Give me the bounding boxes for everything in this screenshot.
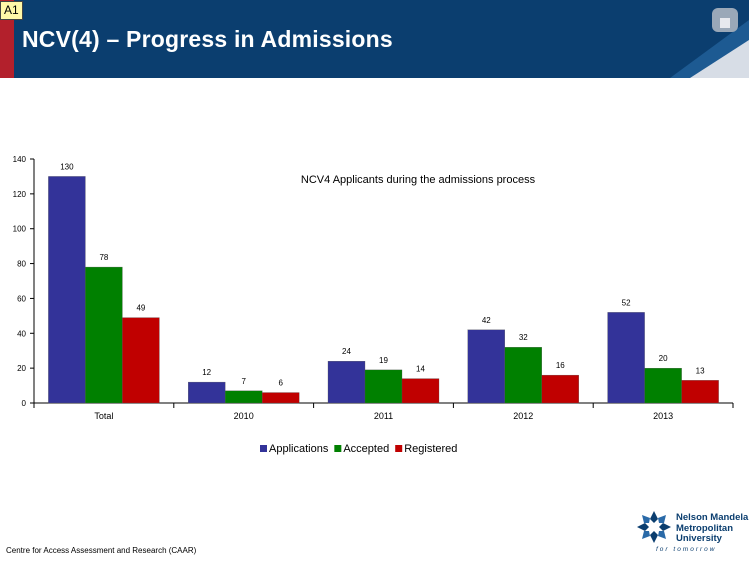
chart-title: NCV4 Applicants during the admissions pr… (301, 174, 536, 186)
data-label: 130 (60, 162, 74, 171)
university-logo: Nelson Mandela Metropolitan University f… (636, 508, 749, 558)
bar (85, 266, 123, 404)
bar (327, 361, 366, 404)
x-axis: Total 2010 2011 2012 2013 (33, 402, 734, 421)
slide-tag: A1 (0, 1, 23, 20)
bar (504, 347, 542, 404)
legend: Applications Accepted Registered (260, 443, 457, 455)
bar (644, 367, 682, 404)
bar (681, 380, 719, 404)
x-tick-label: 2010 (234, 411, 254, 421)
x-tick-label: Total (94, 411, 113, 421)
y-tick-label: 0 (22, 399, 27, 408)
bar (122, 317, 160, 404)
y-tick-label: 120 (13, 190, 27, 199)
x-tick-label: 2011 (374, 411, 393, 421)
logo-wordmark: Nelson Mandela Metropolitan University (676, 512, 749, 545)
bar (188, 381, 226, 404)
legend-swatch (334, 445, 342, 452)
y-axis: 0 20 40 60 80 100 120 140 (13, 155, 35, 408)
y-tick-label: 80 (17, 260, 26, 269)
y-tick-label: 100 (13, 225, 27, 234)
data-label: 42 (482, 316, 491, 325)
bar (48, 176, 86, 404)
logo-tagline: for tomorrow (656, 546, 717, 553)
logo-mark-icon (637, 511, 671, 543)
slide-header: NCV(4) – Progress in Admissions (0, 0, 749, 78)
legend-label: Registered (404, 443, 457, 455)
data-label: 78 (99, 253, 108, 262)
data-label: 6 (278, 379, 283, 388)
data-label: 32 (519, 333, 528, 342)
legend-label: Accepted (343, 443, 389, 455)
logo-line-3: University (676, 533, 722, 544)
bar (467, 329, 505, 404)
legend-label: Applications (269, 443, 329, 455)
data-label: 7 (241, 377, 246, 386)
x-tick-label: 2013 (653, 411, 673, 421)
data-label: 20 (659, 354, 668, 363)
legend-swatch (260, 445, 267, 452)
bar (364, 369, 403, 404)
data-label: 16 (556, 361, 565, 370)
bar (262, 392, 300, 404)
data-label: 19 (379, 356, 388, 365)
bar (607, 312, 645, 404)
legend-swatch (395, 445, 403, 452)
footer-credit: Centre for Access Assessment and Researc… (6, 546, 197, 555)
bar (401, 378, 440, 404)
bars (48, 176, 719, 404)
y-tick-label: 40 (17, 329, 26, 338)
data-label: 14 (416, 365, 425, 374)
y-tick-label: 140 (13, 155, 27, 164)
data-label: 24 (342, 347, 351, 356)
logo-line-1: Nelson Mandela (676, 512, 749, 523)
y-tick-label: 20 (17, 364, 26, 373)
data-label: 12 (202, 368, 211, 377)
bar (225, 390, 263, 404)
data-labels: 130 78 49 12 7 6 24 19 14 42 32 16 52 20 13 (60, 162, 705, 387)
data-label: 52 (622, 298, 631, 307)
bar (541, 374, 579, 404)
x-tick-label: 2012 (513, 411, 533, 421)
y-tick-label: 60 (17, 294, 26, 303)
logo-line-2: Metropolitan (676, 522, 733, 534)
data-label: 49 (136, 304, 145, 313)
data-label: 13 (696, 366, 705, 375)
slide-title: NCV(4) – Progress in Admissions (22, 26, 393, 52)
header-photo-decoration (670, 8, 749, 78)
